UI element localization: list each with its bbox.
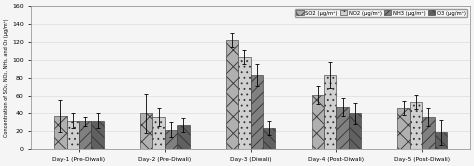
Y-axis label: Concentration of SO₂, NO₂, NH₃, and O₃ (µg/m³): Concentration of SO₂, NO₂, NH₃, and O₃ (…	[4, 18, 9, 137]
Bar	[140, 113, 153, 149]
Legend: SO2 (µg/m³), NO2 (µg/m³), NH3 (µg/m³), O3 (µg/m³): SO2 (µg/m³), NO2 (µg/m³), NH3 (µg/m³), O…	[294, 9, 467, 17]
Bar	[435, 132, 447, 149]
Bar	[337, 107, 349, 149]
Bar	[263, 128, 275, 149]
Bar	[165, 129, 177, 149]
Bar	[324, 75, 337, 149]
Bar	[422, 117, 435, 149]
Bar	[251, 75, 263, 149]
Bar	[238, 57, 251, 149]
Bar	[349, 113, 361, 149]
Bar	[67, 121, 79, 149]
Bar	[79, 122, 91, 149]
Bar	[54, 116, 67, 149]
Bar	[397, 108, 410, 149]
Bar	[226, 40, 238, 149]
Bar	[153, 117, 165, 149]
Bar	[91, 121, 104, 149]
Bar	[177, 125, 190, 149]
Bar	[311, 95, 324, 149]
Bar	[410, 102, 422, 149]
